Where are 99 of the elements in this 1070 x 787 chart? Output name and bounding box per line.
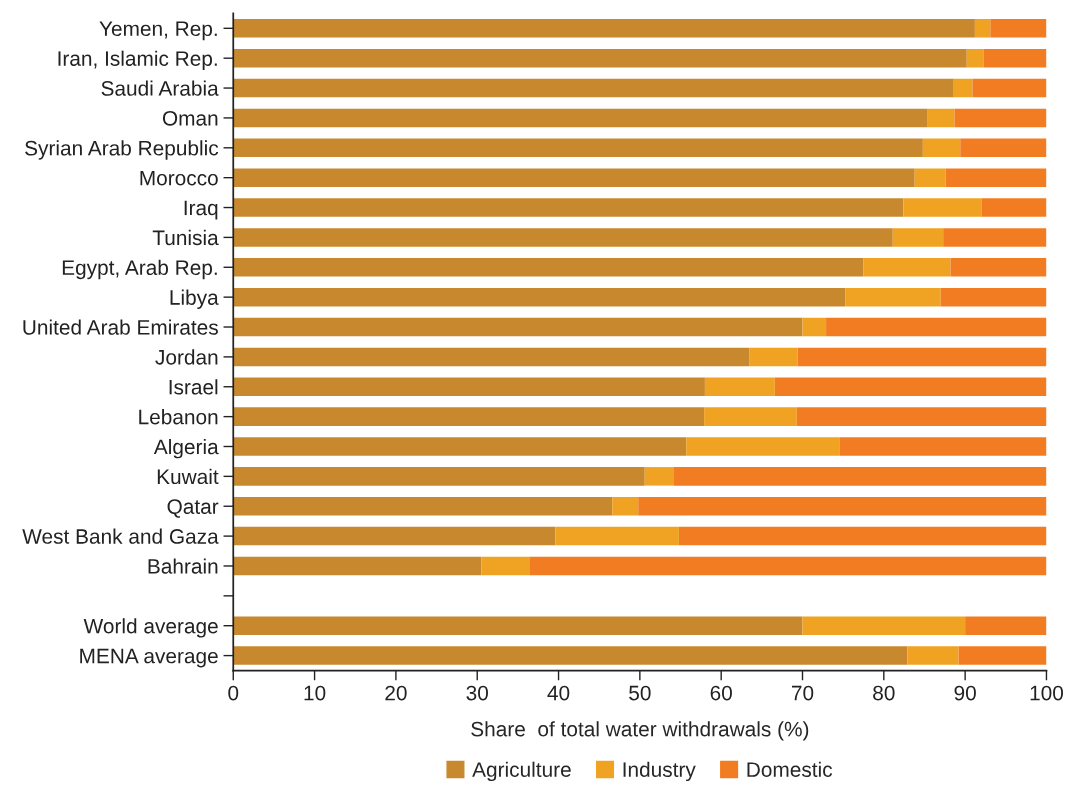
bar	[974, 19, 991, 38]
y-tick-label: MENA average	[80, 648, 218, 668]
bar	[903, 198, 982, 217]
y-tick-label: Libya	[170, 289, 219, 310]
y-tick-label: Yemen, Rep.	[99, 21, 217, 41]
bar	[233, 48, 967, 68]
bar	[233, 258, 864, 277]
bar	[233, 347, 750, 367]
bar	[233, 78, 954, 98]
bar	[704, 377, 775, 397]
bar	[233, 526, 556, 546]
bar	[233, 198, 904, 217]
y-tick-label: Iraq	[184, 200, 218, 220]
x-tick-label: 40	[547, 685, 570, 701]
legend-label: Agriculture	[472, 761, 571, 782]
bar	[892, 228, 944, 247]
y-tick-label: Morocco	[140, 170, 218, 186]
y-tick-label: Iran, Islamic Rep.	[58, 50, 217, 71]
bar	[638, 496, 1047, 516]
y-tick-label: Qatar	[167, 499, 219, 518]
bar	[907, 646, 959, 665]
bar	[555, 526, 679, 546]
bar	[797, 347, 1047, 367]
legend-label: Industry	[623, 761, 696, 782]
bar	[927, 108, 955, 128]
y-tick-label: Tunisia	[152, 229, 219, 246]
y-tick-label: Lebanon	[139, 409, 218, 425]
bar	[233, 108, 928, 128]
x-tick-label: 80	[873, 685, 895, 701]
x-tick-label: 60	[710, 685, 732, 701]
bar	[940, 287, 1047, 307]
y-tick-label: Syrian Arab Republic	[25, 140, 219, 160]
bar	[954, 108, 1047, 128]
bar	[966, 48, 984, 68]
bar	[839, 437, 1047, 456]
x-tick-label: 30	[466, 685, 488, 701]
bar	[612, 496, 639, 516]
bar	[233, 616, 803, 635]
bar	[233, 467, 645, 486]
bar	[686, 437, 840, 456]
bar	[233, 168, 915, 187]
bar	[990, 19, 1047, 38]
bar	[233, 646, 908, 665]
bar	[945, 168, 1047, 187]
bar	[233, 287, 846, 307]
y-tick-label: Algeria	[153, 438, 219, 459]
x-tick-label: 100	[1030, 685, 1064, 701]
legend-label: Domestic	[747, 761, 833, 777]
bar	[983, 48, 1047, 68]
y-tick-label: Saudi Arabia	[101, 80, 219, 96]
bar	[953, 78, 973, 98]
bar	[796, 407, 1047, 426]
bar	[233, 407, 705, 426]
bar	[922, 138, 961, 158]
bar	[678, 526, 1047, 546]
bar	[943, 228, 1047, 247]
bar	[826, 317, 1047, 337]
bar	[802, 317, 827, 337]
x-tick-label: 20	[385, 685, 407, 701]
bar	[950, 258, 1047, 277]
bar	[960, 138, 1047, 158]
bar	[644, 467, 675, 486]
bar	[704, 407, 797, 426]
x-tick-label: 10	[304, 685, 326, 701]
bar	[774, 377, 1047, 397]
bar	[233, 228, 893, 247]
y-tick-label: World average	[83, 618, 218, 638]
y-tick-label: Jordan	[155, 349, 218, 365]
y-tick-label: Bahrain	[148, 558, 218, 574]
x-tick-label: 0	[228, 685, 239, 701]
y-tick-label: United Arab Emirates	[23, 319, 218, 335]
bar	[802, 616, 966, 635]
bar	[233, 138, 923, 158]
x-tick-label: 90	[954, 685, 976, 701]
bar	[749, 347, 798, 367]
bar	[233, 377, 705, 397]
bar	[233, 496, 613, 516]
y-tick-label: Israel	[169, 379, 218, 395]
bar	[481, 556, 530, 576]
bar	[529, 556, 1047, 576]
bar	[965, 616, 1047, 635]
bar	[958, 646, 1047, 665]
x-axis-title: Share of total water withdrawals (%)	[471, 721, 809, 741]
bar	[914, 168, 946, 187]
bar	[981, 198, 1047, 217]
y-tick-label: Kuwait	[157, 468, 219, 485]
y-tick-label: Egypt, Arab Rep.	[62, 259, 217, 280]
bar	[233, 437, 687, 456]
x-tick-label: 50	[629, 685, 651, 701]
bar	[845, 287, 941, 307]
bar	[233, 317, 803, 337]
y-tick-label: Oman	[162, 110, 218, 126]
bar	[674, 467, 1047, 486]
x-tick-label: 70	[791, 685, 814, 701]
y-tick-label: West Bank and Gaza	[22, 528, 219, 544]
bar	[972, 78, 1047, 98]
bar	[863, 258, 951, 277]
bar	[233, 556, 482, 576]
bar	[233, 19, 975, 38]
